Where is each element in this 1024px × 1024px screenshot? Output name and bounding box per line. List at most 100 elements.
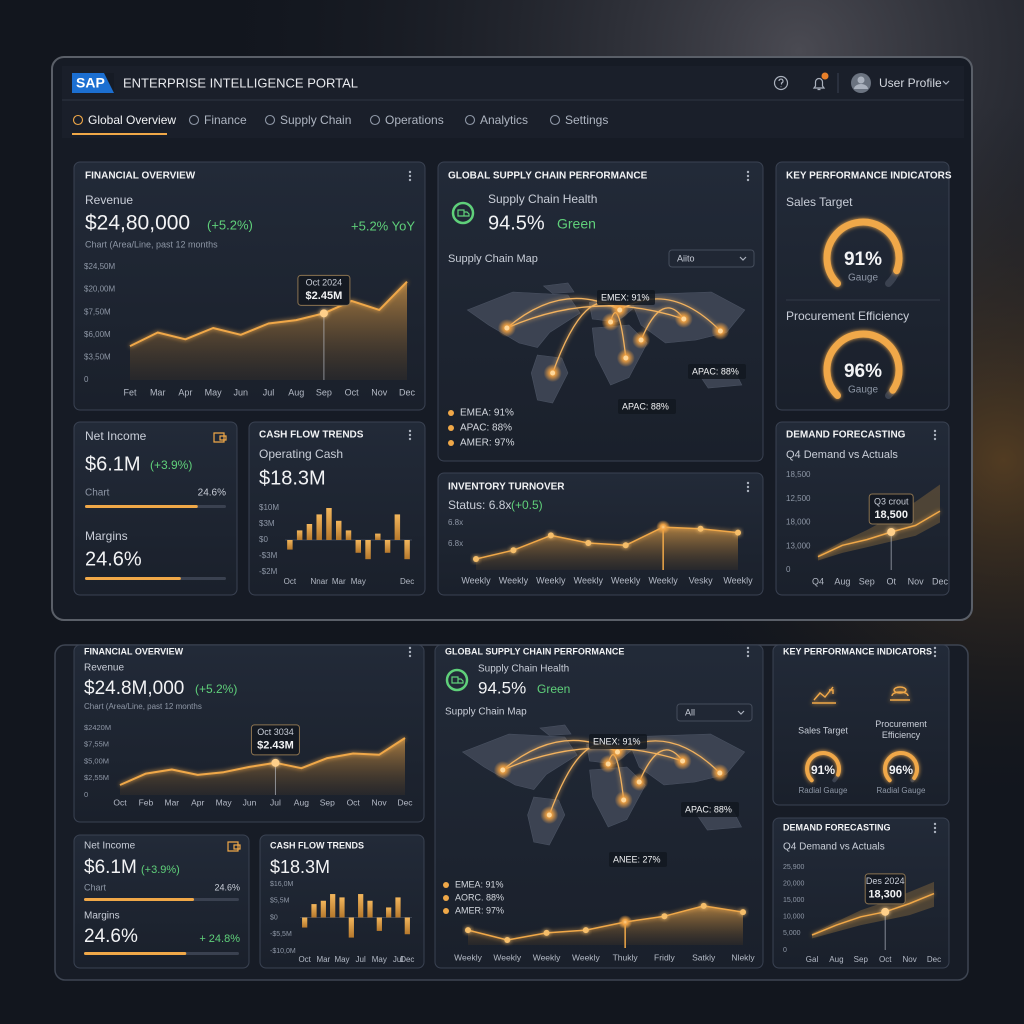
y-tick-label: $6,00M — [84, 330, 111, 339]
panel-title: FINANCIAL OVERVIEW — [85, 171, 196, 182]
metric-change: + 24.8% — [199, 933, 240, 945]
menu-button[interactable] — [933, 429, 937, 441]
y-tick-label: $3,50M — [84, 353, 111, 362]
gauge-label: 91% — [844, 249, 882, 270]
menu-button[interactable] — [746, 170, 750, 182]
menu-button[interactable] — [933, 646, 937, 658]
map-label: APAC: 88% — [622, 401, 669, 411]
tooltip-value: $2.43M — [257, 740, 294, 752]
menu-button[interactable] — [746, 646, 750, 658]
map-tag — [681, 802, 739, 817]
bar — [375, 533, 381, 540]
bar — [365, 540, 371, 560]
menu-dot — [933, 437, 937, 441]
x-tick-label: Nov — [372, 797, 388, 807]
filter-value[interactable]: Aiito — [677, 253, 695, 263]
x-tick-label: Thukly — [613, 952, 639, 962]
x-tick-label: Oct — [347, 797, 361, 807]
filter-dropdown[interactable] — [676, 703, 753, 722]
y-tick-label: $10M — [259, 503, 279, 512]
menu-button[interactable] — [933, 822, 937, 834]
x-tick-label: Weekly — [461, 575, 491, 585]
x-tick-label: Nov — [908, 576, 925, 586]
tooltip-date: Q3 crout — [874, 496, 909, 506]
forecast-band — [818, 484, 940, 561]
y-tick-label: 25,900 — [783, 864, 805, 871]
panel-title: FINANCIAL OVERVIEW — [84, 646, 184, 656]
chevron — [739, 256, 747, 261]
line — [129, 280, 408, 347]
y-tick-label: 0 — [783, 947, 787, 954]
y-tick-label: $2,55M — [84, 773, 109, 782]
x-tick-label: Nov — [371, 387, 388, 397]
progress-fill — [84, 898, 195, 901]
nav-item[interactable]: Finance — [204, 113, 247, 127]
x-tick-label: Sep — [859, 576, 875, 586]
menu-button[interactable] — [746, 481, 750, 493]
hub — [504, 325, 510, 331]
bar — [316, 514, 322, 540]
label: Supply Chain Health — [488, 192, 597, 206]
menu-button[interactable] — [408, 170, 412, 182]
x-tick-label: Weekly — [611, 575, 641, 585]
truck-icon — [457, 209, 470, 217]
legend-dot — [443, 908, 449, 914]
menu-dot — [746, 481, 750, 485]
y-tick-label: 15,000 — [783, 897, 805, 904]
panel — [73, 834, 250, 969]
nav-item[interactable]: Supply Chain — [280, 113, 351, 127]
panel-title: DEMAND FORECASTING — [783, 822, 891, 832]
label: Net Income — [85, 429, 147, 443]
y-tick-label: -$5,5M — [270, 931, 292, 938]
route-arc — [506, 305, 685, 329]
tooltip-date: Oct 2024 — [306, 278, 343, 288]
x-tick-label: Jul — [263, 387, 275, 397]
chevron — [737, 710, 745, 715]
map-label: EMEX: 91% — [601, 292, 650, 302]
y-tick-label: $2420M — [84, 723, 111, 732]
label: Operating Cash — [259, 447, 343, 461]
y-tick-label: 12,500 — [786, 494, 811, 503]
x-tick-label: May — [372, 955, 387, 964]
x-tick-label: Satkly — [692, 952, 716, 962]
area — [120, 738, 405, 795]
x-tick-label: Weekly — [499, 575, 529, 585]
metric-value: $6.1M — [85, 453, 141, 475]
metric-change: (+3.9%) — [141, 864, 180, 876]
menu-dot — [933, 654, 937, 658]
filter-dropdown[interactable] — [668, 249, 755, 268]
bar — [386, 907, 392, 918]
help-icon[interactable] — [773, 75, 789, 91]
legend-label: AMER: 97% — [460, 438, 515, 449]
label: Net Income — [84, 841, 136, 852]
legend-dot — [443, 882, 449, 888]
user-profile[interactable]: User Profile — [879, 76, 942, 90]
tooltip-point — [887, 528, 896, 536]
nav-item[interactable]: Analytics — [480, 113, 528, 127]
y-tick-label: $5,5M — [270, 898, 290, 905]
help-mark — [778, 78, 784, 88]
hub — [681, 316, 687, 322]
label: Supply Chain Map — [448, 253, 538, 265]
tooltip-point — [881, 907, 890, 916]
hub — [605, 761, 611, 767]
menu-button[interactable] — [408, 429, 412, 441]
menu-dot — [746, 654, 750, 658]
y-tick-label: $0 — [270, 914, 278, 921]
metric-value: $18.3M — [270, 857, 330, 877]
panel-title: KEY PERFORMANCE INDICATORS — [783, 646, 932, 656]
legend-dot — [448, 440, 454, 446]
nav-item[interactable]: Operations — [385, 113, 444, 127]
bell-icon[interactable] — [812, 77, 826, 91]
logo-notch — [104, 73, 114, 93]
x-tick-label: Ot — [886, 576, 896, 586]
nav-item[interactable]: Settings — [565, 113, 608, 127]
map-label: ENEX: 91% — [593, 736, 641, 746]
panel-title: INVENTORY TURNOVER — [448, 482, 565, 493]
menu-button[interactable] — [408, 646, 412, 658]
nav-item[interactable]: Global Overview — [88, 113, 176, 127]
y-tick-label: 18,500 — [786, 470, 811, 479]
point — [510, 547, 517, 554]
filter-value[interactable]: All — [685, 707, 695, 717]
bar — [302, 917, 308, 928]
